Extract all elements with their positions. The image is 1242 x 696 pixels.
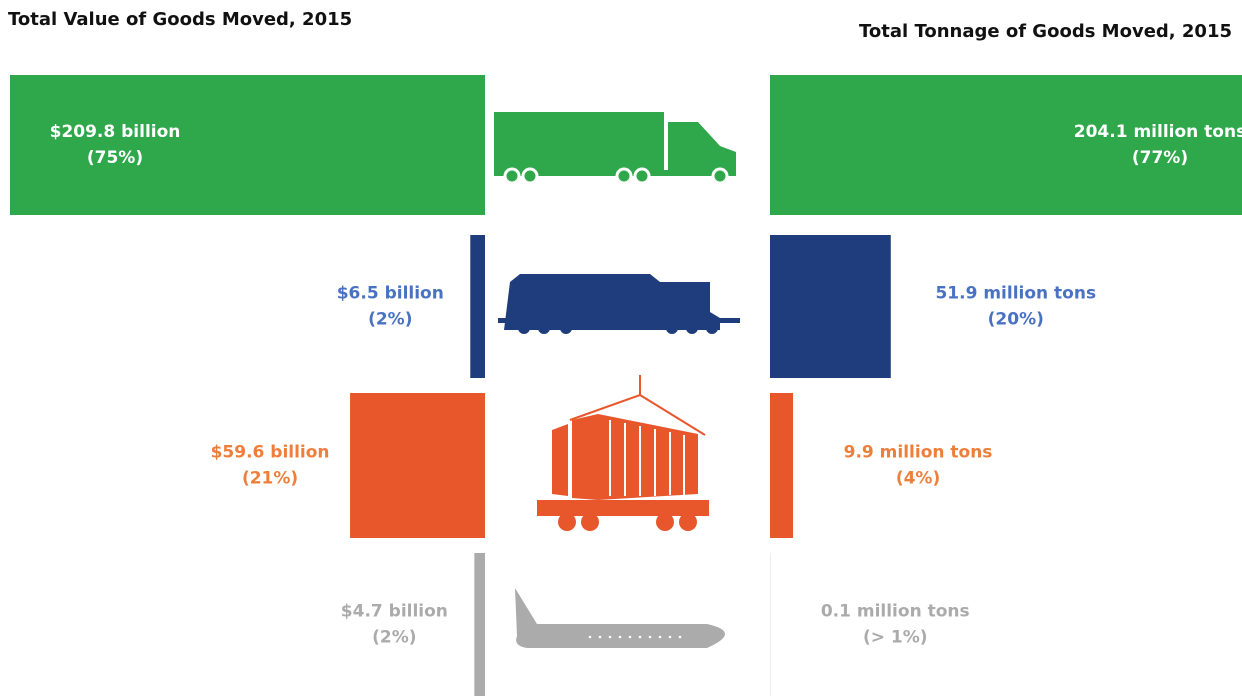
value-label: $59.6 billion [211,443,330,463]
bar [10,75,485,215]
truck-icon [494,112,736,185]
value-label: 51.9 million tons [935,284,1096,304]
left-title: Total Value of Goods Moved, 2015 [8,9,352,30]
value-label: 9.9 million tons [844,443,993,463]
bar [350,393,485,538]
bar [470,235,485,378]
right-title: Total Tonnage of Goods Moved, 2015 [859,21,1232,42]
share-label: (20%) [988,310,1044,330]
share-label: (4%) [896,469,940,489]
plane-icon [515,588,725,648]
bar [770,235,891,378]
bar [770,75,1242,215]
share-label: (> 1%) [863,628,928,648]
value-label: 0.1 million tons [821,602,970,622]
share-label: (21%) [242,469,298,489]
value-label: $209.8 billion [50,122,181,142]
share-label: (75%) [87,148,143,168]
value-label: $4.7 billion [341,602,448,622]
share-label: (2%) [372,628,416,648]
container-icon [537,375,709,531]
train-icon [498,274,740,334]
value-label: $6.5 billion [337,284,444,304]
value-label: 204.1 million tons [1074,122,1242,142]
bar [474,553,485,696]
bar [770,393,794,538]
share-label: (77%) [1132,148,1188,168]
share-label: (2%) [368,310,412,330]
